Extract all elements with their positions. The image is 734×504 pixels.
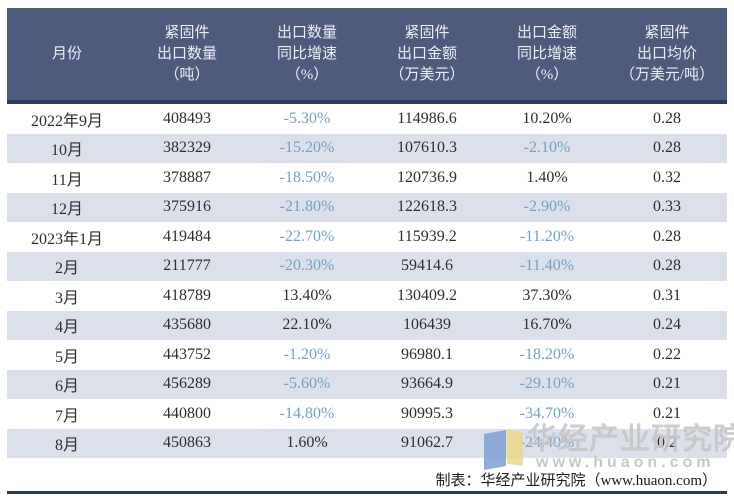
table-cell: -29.10% xyxy=(519,375,575,393)
table-cell: 0.28 xyxy=(653,109,681,127)
table-credit: 制表：华经产业研究院（www.huaon.com） xyxy=(435,473,717,489)
table-cell: 0.28 xyxy=(653,227,681,245)
table-cell: -18.20% xyxy=(519,345,575,363)
table-row: 8月 450863 1.60% 91062.7 -24.40% 0.2 xyxy=(7,428,727,458)
table-cell: 382329 xyxy=(163,139,211,157)
table-cell: 450863 xyxy=(163,434,211,452)
table-cell: -2.90% xyxy=(523,198,571,216)
huaon-logo-icon xyxy=(507,429,523,467)
table-cell: 114986.6 xyxy=(397,109,457,127)
table-row: 7月 440800 -14.80% 90995.3 -34.70% 0.21 xyxy=(7,399,727,429)
table-row: 6月 456289 -5.60% 93664.9 -29.10% 0.21 xyxy=(7,369,727,399)
table-cell: 0.21 xyxy=(653,375,681,393)
table-cell: 435680 xyxy=(163,316,211,334)
table-cell: 2月 xyxy=(54,260,79,278)
table-cell: -15.20% xyxy=(279,139,335,157)
table-cell: 120736.9 xyxy=(397,168,457,186)
table-row: 12月 375916 -21.80% 122618.3 -2.90% 0.33 xyxy=(7,192,727,222)
table-cell: 2023年1月 xyxy=(30,230,103,248)
table-cell: -11.40% xyxy=(519,257,575,275)
table-cell: 440800 xyxy=(163,404,211,422)
table-cell: 107610.3 xyxy=(397,139,457,157)
table-cell: 1.60% xyxy=(286,434,328,452)
table-cell: 0.32 xyxy=(653,168,681,186)
table-cell: -24.40% xyxy=(519,434,575,452)
header-row: 月份 紧固件 出口数量 （吨） 出口数量 同比增速 （%） 紧固件 出口金额 （万美元… xyxy=(7,8,727,104)
table-cell: 378887 xyxy=(163,168,211,186)
table-row: 2022年9月 408493 -5.30% 114986.6 10.20% 0.28 xyxy=(7,104,727,134)
table-cell: 419484 xyxy=(163,227,211,245)
table-cell: -34.70% xyxy=(519,404,575,422)
table-cell: 59414.6 xyxy=(401,257,453,275)
table-cell: 1.40% xyxy=(526,168,568,186)
column-header: 月份 xyxy=(51,45,82,62)
table-cell: 93664.9 xyxy=(401,375,453,393)
table-cell: 96980.1 xyxy=(401,345,453,363)
table-row: 2023年1月 419484 -22.70% 115939.2 -11.20% 0.28 xyxy=(7,222,727,252)
column-header: 紧固件 出口数量 （吨） xyxy=(156,24,217,83)
huaon-logo-icon xyxy=(484,430,506,470)
table-cell: 2022年9月 xyxy=(30,112,103,130)
table-row: 3月 418789 13.40% 130409.2 37.30% 0.31 xyxy=(7,281,727,311)
table-cell: 90995.3 xyxy=(401,404,453,422)
table-cell: 122618.3 xyxy=(397,198,457,216)
table-cell: 0.22 xyxy=(653,345,681,363)
table-cell: 16.70% xyxy=(522,316,572,334)
table-cell: 0.24 xyxy=(653,316,681,334)
table-cell: 375916 xyxy=(163,198,211,216)
table-cell: 7月 xyxy=(54,407,79,425)
table-cell: 115939.2 xyxy=(397,227,457,245)
table-cell: 408493 xyxy=(163,109,211,127)
table-cell: 37.30% xyxy=(522,286,572,304)
table-row: 10月 382329 -15.20% 107610.3 -2.10% 0.28 xyxy=(7,133,727,163)
fastener-export-table: 月份 紧固件 出口数量 （吨） 出口数量 同比增速 （%） 紧固件 出口金额 （万美元… xyxy=(7,8,727,458)
table-cell: 0.28 xyxy=(653,139,681,157)
table-row: 11月 378887 -18.50% 120736.9 1.40% 0.32 xyxy=(7,163,727,193)
table-row: 5月 443752 -1.20% 96980.1 -18.20% 0.22 xyxy=(7,340,727,370)
table-cell: 13.40% xyxy=(282,286,332,304)
table-cell: 0.21 xyxy=(653,404,681,422)
table-cell: 3月 xyxy=(54,289,79,307)
table-cell: -22.70% xyxy=(279,227,335,245)
bottom-divider xyxy=(7,491,727,494)
column-header: 紧固件 出口金额 （万美元） xyxy=(389,24,465,83)
table-cell: -1.20% xyxy=(283,345,331,363)
table-cell: 106439 xyxy=(403,316,451,334)
table-cell: -5.30% xyxy=(283,109,331,127)
table-body: 2022年9月 408493 -5.30% 114986.6 10.20% 0.28 10月… xyxy=(7,104,727,458)
table-cell: 12月 xyxy=(50,201,83,219)
table-cell: 5月 xyxy=(54,348,79,366)
table-cell: 0.31 xyxy=(653,286,681,304)
table-cell: 91062.7 xyxy=(401,434,453,452)
column-header: 紧固件 出口均价 （万美元/吨） xyxy=(619,24,715,83)
table-row: 2月 211777 -20.30% 59414.6 -11.40% 0.28 xyxy=(7,251,727,281)
table-cell: 443752 xyxy=(163,345,211,363)
table-cell: 0.2 xyxy=(657,434,677,452)
table-cell: -5.60% xyxy=(283,375,331,393)
watermark-url: www.huaon.com xyxy=(536,454,715,471)
table-cell: 22.10% xyxy=(282,316,332,334)
table-cell: 0.28 xyxy=(653,257,681,275)
table-cell: 456289 xyxy=(163,375,211,393)
table-row: 4月 435680 22.10% 106439 16.70% 0.24 xyxy=(7,310,727,340)
table-cell: -18.50% xyxy=(279,168,335,186)
table-cell: 4月 xyxy=(54,319,79,337)
table-cell: -21.80% xyxy=(279,198,335,216)
table-cell: 130409.2 xyxy=(397,286,457,304)
column-header: 出口数量 同比增速 （%） xyxy=(276,24,337,83)
table-cell: 6月 xyxy=(54,378,79,396)
watermark-text: 华经产业研究院 xyxy=(527,423,734,456)
table-cell: 418789 xyxy=(163,286,211,304)
table-cell: 10.20% xyxy=(522,109,572,127)
column-header: 出口金额 同比增速 （%） xyxy=(516,24,577,83)
table-cell: -20.30% xyxy=(279,257,335,275)
table-cell: -14.80% xyxy=(279,404,335,422)
table-cell: 211777 xyxy=(163,257,211,275)
table-cell: 10月 xyxy=(50,142,83,160)
table-cell: 11月 xyxy=(51,171,83,189)
table-cell: -11.20% xyxy=(519,227,575,245)
table-cell: -2.10% xyxy=(523,139,571,157)
table-cell: 8月 xyxy=(54,437,79,455)
table-cell: 0.33 xyxy=(653,198,681,216)
